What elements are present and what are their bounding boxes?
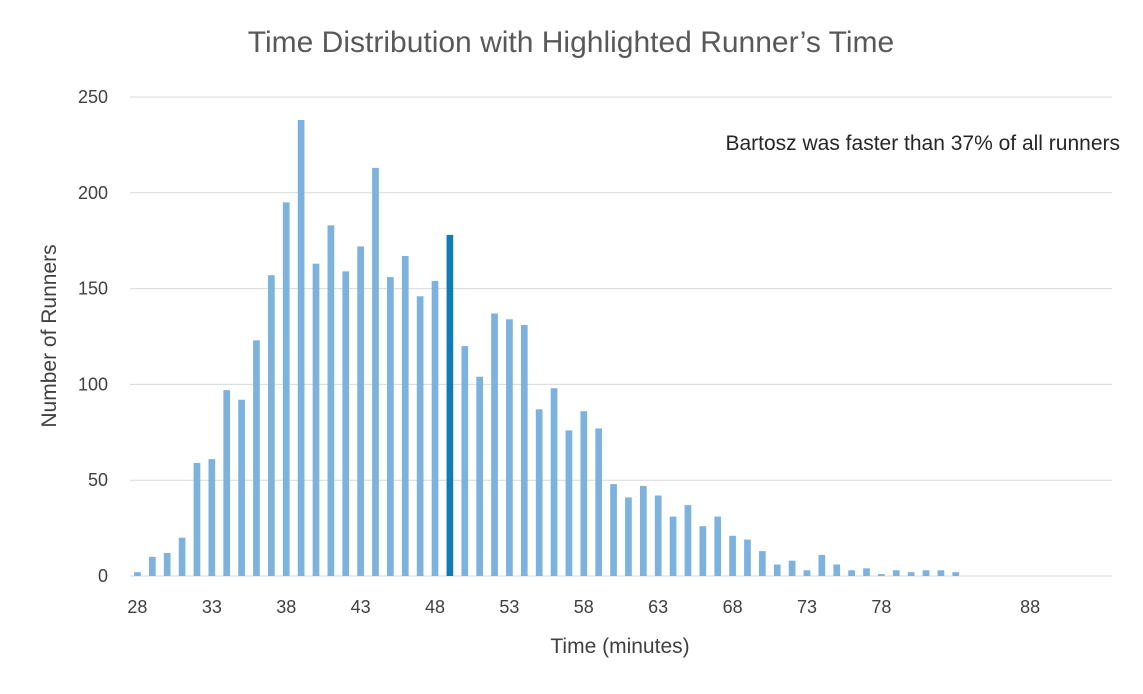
bar (327, 225, 335, 576)
bars (134, 119, 960, 576)
y-tick-label: 50 (88, 470, 108, 490)
x-tick-label: 53 (499, 597, 519, 617)
bar (684, 505, 692, 576)
y-tick-label: 250 (78, 87, 108, 107)
bar (312, 263, 320, 576)
bar (595, 428, 603, 576)
bar (878, 574, 885, 576)
bar (565, 430, 573, 576)
bar (729, 535, 736, 576)
x-tick-label: 78 (871, 597, 891, 617)
bar (892, 570, 900, 576)
bar (922, 570, 930, 576)
x-tick-label: 43 (351, 597, 371, 617)
bar (937, 570, 945, 576)
highlighted-bar (446, 234, 454, 576)
x-tick-label: 38 (276, 597, 296, 617)
bar (535, 409, 543, 576)
bar (178, 537, 186, 576)
bar (848, 570, 855, 576)
bar (416, 296, 424, 576)
bar (342, 271, 350, 576)
bar (268, 275, 275, 576)
bar (357, 246, 364, 576)
bar (253, 340, 260, 576)
bar (461, 346, 469, 576)
bar (639, 485, 647, 576)
bar (387, 277, 394, 576)
bar (759, 551, 766, 576)
bar (550, 388, 558, 576)
bar (208, 459, 216, 576)
bar (803, 570, 811, 576)
bar (491, 313, 498, 576)
y-tick-label: 100 (78, 374, 108, 394)
bar (520, 325, 528, 576)
bar (818, 554, 826, 576)
bar (431, 280, 439, 576)
bar (654, 495, 662, 576)
y-tick-label: 150 (78, 279, 108, 299)
gridlines (130, 96, 1112, 577)
bar (907, 572, 915, 576)
bar (163, 553, 171, 576)
bar (238, 399, 245, 576)
x-tick-label: 48 (425, 597, 445, 617)
bar (297, 119, 305, 576)
bar (699, 526, 707, 576)
x-tick-label: 63 (648, 597, 668, 617)
bar (476, 376, 483, 576)
y-axis-label: Number of Runners (38, 244, 61, 427)
x-axis-label: Time (minutes) (550, 635, 689, 658)
bar (372, 167, 379, 576)
x-tick-label: 88 (1020, 597, 1040, 617)
bar (506, 319, 513, 576)
bar (833, 564, 841, 576)
bar (193, 462, 201, 576)
x-tick-label: 58 (574, 597, 594, 617)
bar (952, 572, 960, 576)
bar (669, 516, 677, 576)
bar (148, 556, 156, 576)
bar (580, 411, 588, 576)
bar (744, 539, 751, 576)
bar (223, 390, 231, 576)
y-tick-label: 200 (78, 183, 108, 203)
bar (714, 516, 722, 576)
bar (610, 484, 617, 576)
bar (863, 568, 870, 576)
y-tick-label: 0 (98, 566, 108, 586)
bar (282, 202, 290, 576)
x-axis-ticks: 28 33 38 43 48 53 58 63 68 73 78 88 (127, 597, 1040, 617)
x-tick-label: 68 (723, 597, 743, 617)
x-tick-label: 73 (797, 597, 817, 617)
x-tick-label: 33 (202, 597, 222, 617)
y-axis-ticks: 0 50 100 150 200 250 (78, 87, 108, 586)
bar (625, 497, 632, 576)
bar (401, 256, 409, 576)
chart-annotation: Bartosz was faster than 37% of all runne… (725, 132, 1120, 155)
bar (773, 564, 781, 576)
bar (788, 560, 796, 576)
chart-title: Time Distribution with Highlighted Runne… (248, 26, 894, 59)
bar (134, 572, 141, 576)
x-tick-label: 28 (127, 597, 147, 617)
